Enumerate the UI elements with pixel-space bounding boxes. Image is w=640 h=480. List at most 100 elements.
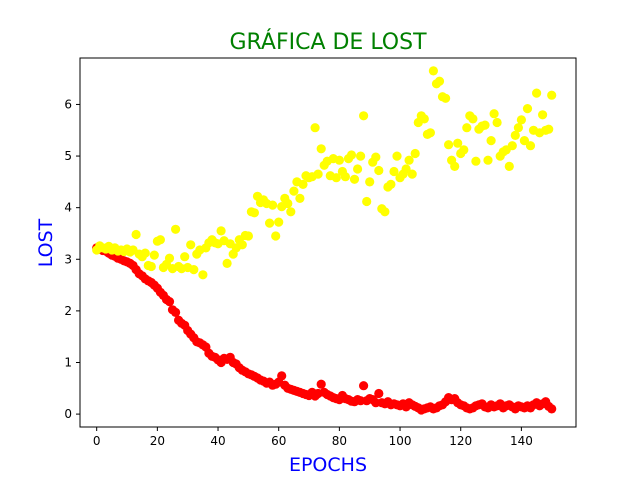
- x-tick-label: 40: [210, 434, 225, 448]
- data-point: [428, 66, 438, 76]
- y-axis-ticks: 0 1 2 3 4 5 6: [64, 97, 80, 421]
- y-tick-label: 2: [64, 304, 72, 318]
- y-tick-label: 0: [64, 407, 72, 421]
- data-point: [404, 155, 414, 165]
- y-tick-label: 6: [64, 97, 72, 111]
- x-tick-label: 80: [332, 434, 347, 448]
- plot-area: [92, 66, 557, 415]
- data-point: [131, 229, 141, 240]
- data-point: [519, 136, 530, 146]
- data-point: [547, 90, 557, 100]
- data-point: [359, 381, 369, 391]
- data-point: [419, 114, 429, 124]
- data-point: [298, 179, 308, 189]
- data-point: [356, 151, 366, 161]
- data-point: [198, 270, 208, 280]
- data-point: [331, 173, 341, 183]
- data-point: [340, 172, 350, 182]
- data-point: [186, 240, 196, 250]
- data-point: [407, 169, 417, 179]
- data-point: [374, 388, 384, 399]
- data-point: [516, 115, 527, 125]
- data-point: [171, 224, 181, 234]
- data-point: [334, 155, 344, 165]
- data-point: [425, 128, 435, 138]
- data-point: [295, 193, 305, 203]
- x-tick-label: 140: [510, 434, 533, 448]
- data-point: [286, 207, 296, 217]
- data-point: [441, 93, 451, 103]
- data-point: [462, 123, 472, 133]
- x-tick-label: 60: [271, 434, 286, 448]
- data-point: [268, 200, 278, 210]
- data-point: [401, 164, 411, 174]
- data-point: [489, 109, 499, 119]
- data-point: [277, 371, 287, 381]
- data-point: [507, 141, 517, 151]
- data-point: [510, 130, 520, 140]
- data-point: [538, 110, 548, 120]
- y-tick-label: 4: [64, 201, 72, 215]
- data-point: [313, 169, 323, 179]
- data-point: [222, 258, 232, 268]
- data-point: [243, 231, 253, 241]
- data-point: [483, 155, 493, 165]
- y-axis-label: LOST: [35, 218, 57, 267]
- data-point: [164, 253, 175, 263]
- data-point: [444, 140, 454, 150]
- data-point: [289, 186, 299, 196]
- data-point: [486, 136, 496, 146]
- data-point: [434, 76, 445, 86]
- data-point: [265, 218, 275, 228]
- data-point: [513, 123, 524, 133]
- data-point: [140, 248, 150, 258]
- y-tick-label: 3: [64, 252, 72, 266]
- data-point: [316, 144, 326, 154]
- data-point: [216, 226, 226, 236]
- x-tick-label: 100: [389, 434, 412, 448]
- data-point: [459, 145, 469, 155]
- data-point: [471, 156, 481, 166]
- chart-title: GRÁFICA DE LOST: [229, 29, 427, 55]
- data-point: [468, 114, 478, 124]
- data-point: [146, 261, 156, 272]
- data-point: [371, 152, 381, 162]
- data-point: [149, 250, 159, 260]
- x-axis-ticks: 0 20 40 60 80 100 120 140: [93, 427, 533, 448]
- data-point: [189, 265, 199, 275]
- data-point: [544, 124, 554, 134]
- data-point: [380, 207, 390, 217]
- data-point: [353, 164, 363, 174]
- data-point: [504, 161, 514, 171]
- data-point: [346, 150, 357, 160]
- y-tick-label: 1: [64, 355, 72, 369]
- data-point: [389, 166, 399, 177]
- y-tick-label: 5: [64, 149, 72, 163]
- data-point: [480, 120, 490, 130]
- data-point: [450, 161, 460, 171]
- data-point: [386, 179, 396, 189]
- data-point: [532, 88, 542, 98]
- data-point: [316, 379, 326, 389]
- x-tick-label: 120: [449, 434, 472, 448]
- data-point: [522, 104, 533, 114]
- data-point: [525, 141, 536, 151]
- x-axis-label: EPOCHS: [289, 454, 367, 476]
- data-point: [365, 177, 375, 187]
- data-point: [164, 297, 175, 307]
- series-1-points: [92, 243, 557, 415]
- data-point: [171, 307, 181, 317]
- data-point: [362, 196, 372, 207]
- series-2-points: [92, 66, 557, 280]
- data-point: [180, 252, 190, 262]
- data-point: [249, 208, 259, 218]
- data-point: [155, 235, 165, 245]
- data-point: [349, 174, 360, 184]
- data-point: [492, 117, 502, 128]
- data-point: [453, 138, 463, 148]
- data-point: [237, 240, 247, 250]
- axes-frame: [79, 57, 577, 428]
- x-tick-label: 0: [93, 434, 101, 448]
- data-point: [392, 151, 402, 161]
